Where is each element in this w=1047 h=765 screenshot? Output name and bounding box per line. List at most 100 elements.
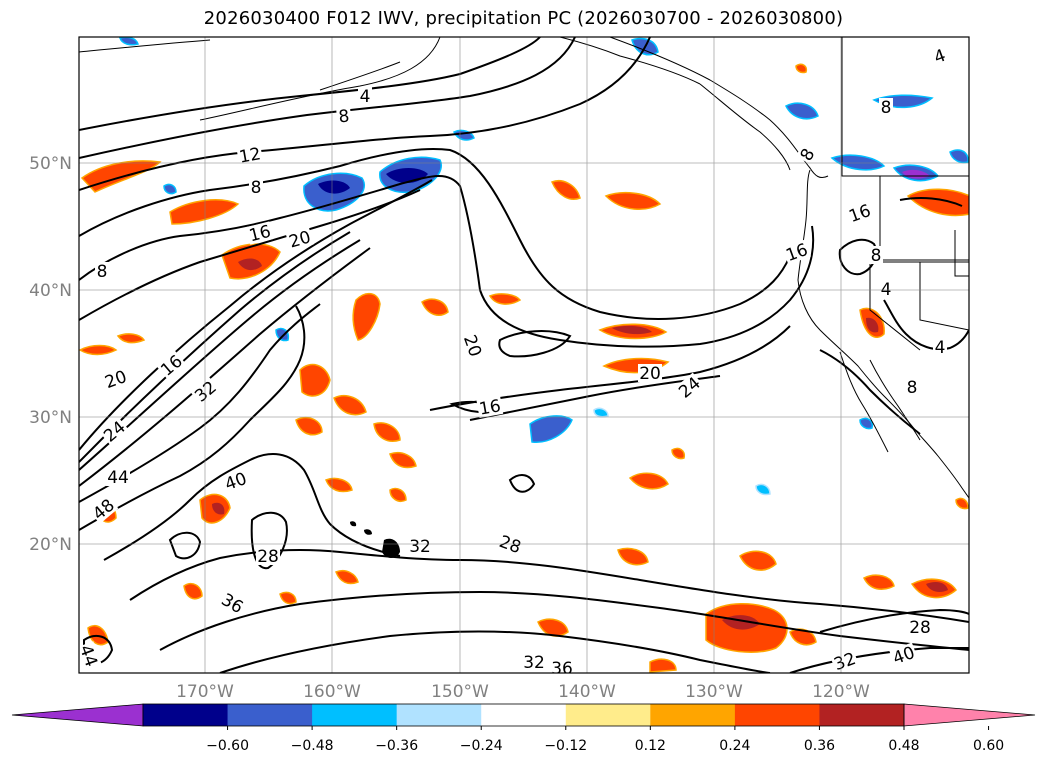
colorbar-segment bbox=[734, 704, 820, 726]
contour-label: 8 bbox=[338, 106, 351, 127]
precip-blob bbox=[373, 422, 401, 442]
contour-line bbox=[79, 174, 815, 348]
contour-line bbox=[79, 239, 361, 471]
precip-blob bbox=[79, 344, 118, 356]
lon-label: 140°W bbox=[558, 682, 616, 702]
contour-label-group: 4 bbox=[358, 87, 372, 107]
colorbar-extend-min bbox=[11, 703, 144, 727]
precipitation-anomaly-fills bbox=[79, 63, 969, 673]
colorbar-tick-label: 0.12 bbox=[635, 738, 666, 754]
contour-label-bg bbox=[476, 396, 504, 418]
contour-label: 8 bbox=[907, 378, 918, 398]
colorbar-tick-label: 0.48 bbox=[888, 738, 919, 754]
colorbar-segment bbox=[396, 704, 482, 726]
longitude-labels: 170°W 160°W 150°W 140°W 130°W 120°W bbox=[176, 682, 870, 702]
latitude-labels: 50°N 40°N 30°N 20°N bbox=[29, 154, 72, 555]
hawaii-small-island bbox=[350, 521, 357, 527]
contour-label-bg bbox=[908, 618, 932, 636]
contour-label-group: 32 bbox=[830, 648, 860, 673]
contour-label: 8 bbox=[251, 178, 262, 198]
precip-blob bbox=[335, 570, 359, 585]
contour-label-bg bbox=[358, 87, 372, 105]
contour-label-bg bbox=[106, 468, 130, 486]
contour-line bbox=[79, 305, 306, 531]
colorbar-tick-label: −0.48 bbox=[291, 738, 334, 754]
precip-blob bbox=[318, 180, 350, 194]
contour-label: 8 bbox=[881, 98, 892, 118]
contour-label-group: 4 bbox=[930, 45, 950, 68]
contour-label-bg bbox=[101, 366, 131, 392]
precip-blob bbox=[649, 658, 677, 673]
colorbar-segment bbox=[481, 704, 567, 726]
contour-label-bg bbox=[249, 178, 263, 196]
colorbar-tick-label: −0.36 bbox=[375, 738, 418, 754]
contour-label-bg bbox=[221, 468, 251, 494]
lon-label: 160°W bbox=[303, 682, 361, 702]
contour-label-group: 8 bbox=[879, 98, 893, 118]
contour-line bbox=[79, 247, 371, 487]
contour-label-group: 32 bbox=[522, 653, 546, 673]
precip-blob bbox=[926, 582, 948, 592]
contour-line bbox=[819, 349, 921, 435]
contour-label-bg bbox=[905, 378, 919, 396]
lon-label: 170°W bbox=[176, 682, 234, 702]
precip-blob bbox=[352, 292, 381, 341]
contour-label-bg bbox=[95, 262, 109, 280]
contour-label-bg bbox=[236, 144, 264, 166]
precip-blob bbox=[906, 188, 969, 217]
lon-label: 150°W bbox=[431, 682, 489, 702]
precip-blob bbox=[593, 407, 609, 418]
lat-label: 30°N bbox=[29, 408, 72, 428]
contour-label-bg bbox=[795, 143, 819, 166]
contour-label-bg bbox=[245, 221, 274, 245]
contour-label: 32 bbox=[523, 653, 545, 673]
precip-blob bbox=[830, 154, 886, 171]
contour-label: 4 bbox=[935, 338, 946, 358]
colorbar-segment bbox=[819, 704, 905, 726]
contour-label-group: 44 bbox=[75, 641, 102, 671]
colorbar-segment bbox=[565, 704, 651, 726]
precip-blob bbox=[183, 582, 203, 600]
contour-label-group: 12 bbox=[236, 144, 264, 168]
contour-label-group: 28 bbox=[256, 547, 280, 567]
precip-blob bbox=[163, 183, 177, 195]
lat-label: 40°N bbox=[29, 281, 72, 301]
precip-blob bbox=[421, 298, 449, 316]
gridlines bbox=[79, 37, 969, 673]
precip-blob bbox=[389, 452, 417, 469]
colorbar-segment bbox=[650, 704, 736, 726]
contour-label: 16 bbox=[478, 396, 503, 419]
map-area bbox=[79, 37, 969, 673]
contour-label-bg bbox=[217, 589, 248, 617]
precip-blob bbox=[859, 417, 874, 430]
contour-line bbox=[103, 453, 401, 561]
colorbar-segment bbox=[312, 704, 398, 726]
contour-label-bg bbox=[88, 494, 119, 524]
precip-blob bbox=[275, 327, 290, 342]
contour-label-group: 4 bbox=[933, 338, 947, 358]
contour-line bbox=[899, 197, 963, 207]
iwv-contours bbox=[79, 37, 969, 673]
colorbar-tick-label: −0.60 bbox=[206, 738, 249, 754]
contour-label-bg bbox=[156, 350, 187, 380]
contour-label: 8 bbox=[871, 246, 882, 266]
contour-line bbox=[79, 189, 421, 321]
precip-blob bbox=[866, 317, 879, 333]
precip-blob bbox=[537, 618, 569, 637]
precip-blob bbox=[169, 199, 240, 225]
contour-label-bg bbox=[550, 659, 574, 673]
contour-label-group: 8 bbox=[249, 178, 263, 198]
contour-label-group: 8 bbox=[95, 262, 109, 282]
precip-blob bbox=[212, 502, 225, 515]
contour-label: 44 bbox=[107, 468, 129, 488]
colorbar-tick-label: 0.24 bbox=[719, 738, 750, 754]
map-title: 2026030400 F012 IWV, precipitation PC (2… bbox=[203, 8, 844, 29]
precip-blob bbox=[279, 591, 297, 605]
contour-line bbox=[79, 37, 651, 191]
contour-label: 44 bbox=[75, 642, 101, 669]
contour-line bbox=[219, 630, 771, 673]
contour-label-bg bbox=[674, 372, 705, 402]
contour-label: 4 bbox=[360, 87, 371, 107]
lat-label: 50°N bbox=[29, 154, 72, 174]
alaska-coast bbox=[79, 37, 701, 121]
